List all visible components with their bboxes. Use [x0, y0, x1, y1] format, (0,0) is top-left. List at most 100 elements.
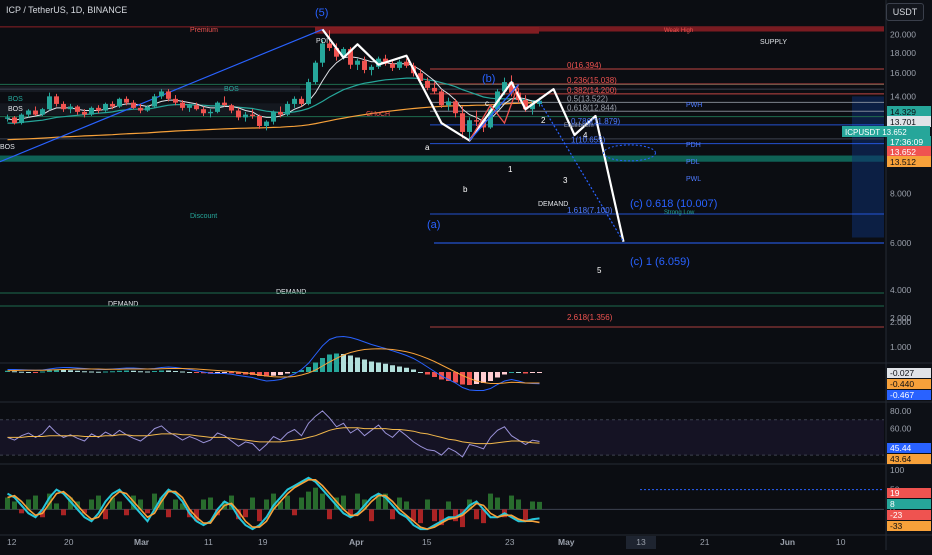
price-axis-tick: 18.000: [890, 48, 916, 58]
macd-histogram-bar: [145, 371, 150, 373]
candle-body: [61, 103, 66, 110]
time-axis-tick: 12: [7, 537, 17, 547]
candle-body: [285, 103, 290, 115]
zone-label: Equilibrium: [564, 123, 594, 129]
candle-body: [208, 111, 213, 114]
osc-bar: [418, 509, 423, 524]
price-axis-tick: 20.000: [890, 30, 916, 40]
osc-bar: [271, 493, 276, 510]
macd-histogram-bar: [187, 372, 192, 373]
macd-histogram-bar: [362, 359, 367, 372]
macd-histogram-bar: [54, 370, 59, 372]
rsi-tag-box: [887, 454, 931, 464]
osc-bar: [12, 501, 17, 510]
candle-body: [124, 98, 129, 103]
macd-histogram-bar: [82, 371, 87, 373]
price-axis-tick: 14.000: [890, 91, 916, 101]
macd-histogram-bar: [306, 367, 311, 372]
macd-histogram-bar: [383, 363, 388, 372]
macd-histogram-bar: [152, 371, 157, 372]
osc-bar: [474, 509, 479, 520]
zone-label: SUPPLY: [760, 39, 787, 46]
macd-histogram-bar: [411, 369, 416, 372]
candle-body: [47, 96, 52, 110]
candle-body: [145, 106, 150, 111]
fib-level-label: 0.236(15.038): [567, 76, 617, 85]
osc-bar: [194, 509, 199, 522]
candle-body: [173, 98, 178, 103]
candle-body: [278, 111, 283, 115]
candle-body: [446, 101, 451, 106]
projection-dotted-line: [538, 101, 625, 243]
macd-histogram-bar: [257, 372, 262, 376]
macd-histogram-bar: [460, 372, 465, 385]
osc-bar: [19, 509, 24, 514]
macd-histogram-bar: [5, 370, 10, 372]
candle-body: [474, 120, 479, 122]
wave-label: 3: [563, 176, 568, 185]
osc-bar: [355, 493, 360, 510]
osc-bar: [397, 497, 402, 510]
macd-histogram-bar: [418, 372, 423, 373]
osc-bar: [460, 509, 465, 528]
osc-bar: [236, 509, 241, 520]
macd-histogram-bar: [12, 371, 17, 373]
macd-histogram-bar: [376, 362, 381, 372]
macd-histogram-bar: [236, 372, 241, 374]
macd-histogram-bar: [124, 370, 129, 372]
zone-label: DEMAND: [538, 201, 568, 208]
candle-body: [320, 43, 325, 63]
price-tag-text: 17:36:09: [890, 137, 923, 147]
candle-body: [523, 100, 528, 110]
macd-tag-box: [887, 368, 931, 378]
price-tag-box: [842, 126, 930, 137]
osc-bar: [530, 501, 535, 510]
price-axis-tick: 6.000: [890, 238, 912, 248]
candle-body: [117, 98, 122, 107]
demand-zone: [0, 155, 884, 162]
candle-body: [26, 110, 31, 115]
time-axis-tick: 13: [636, 537, 646, 547]
sub-wave-path: [468, 84, 520, 141]
osc-bar: [313, 487, 318, 510]
osc-bar: [516, 499, 521, 510]
osc-tag-text: -23: [890, 510, 903, 520]
macd-histogram-bar: [390, 365, 395, 372]
osc-bar: [250, 497, 255, 510]
candle-body: [103, 103, 108, 111]
osc-bar: [145, 509, 150, 514]
rsi-ma-line: [7, 427, 540, 445]
fib-level-label: 0.786(11.879): [571, 117, 621, 126]
osc-bar: [488, 493, 493, 510]
macd-histogram-bar: [446, 372, 451, 381]
time-axis-tick: May: [558, 537, 575, 547]
osc-line-b: [7, 478, 540, 530]
candle-body: [229, 105, 234, 111]
candle-body: [453, 101, 458, 114]
macd-histogram-bar: [180, 371, 185, 373]
osc-bar: [481, 509, 486, 524]
macd-tag-box: [887, 390, 931, 400]
osc-bar: [495, 497, 500, 510]
macd-histogram-bar: [131, 370, 136, 372]
osc-bar: [537, 501, 542, 510]
macd-histogram-bar: [215, 372, 220, 374]
currency-button[interactable]: USDT: [886, 3, 924, 21]
rsi-axis-tick: 60.00: [890, 424, 912, 434]
macd-histogram-bar: [341, 354, 346, 372]
osc-bar: [159, 497, 164, 510]
osc-bar: [82, 509, 87, 514]
osc-bar: [96, 495, 101, 510]
wave-label: c: [485, 99, 489, 108]
macd-histogram-bar: [453, 372, 458, 383]
osc-line-a: [7, 476, 540, 531]
candle-body: [12, 117, 17, 124]
price-tag-box: [887, 136, 931, 147]
macd-histogram-bar: [369, 361, 374, 372]
time-axis-tick: 20: [64, 537, 74, 547]
macd-histogram-bar: [271, 372, 276, 376]
macd-histogram-bar: [75, 370, 80, 372]
candle-body: [257, 115, 262, 126]
osc-bar: [439, 509, 444, 526]
